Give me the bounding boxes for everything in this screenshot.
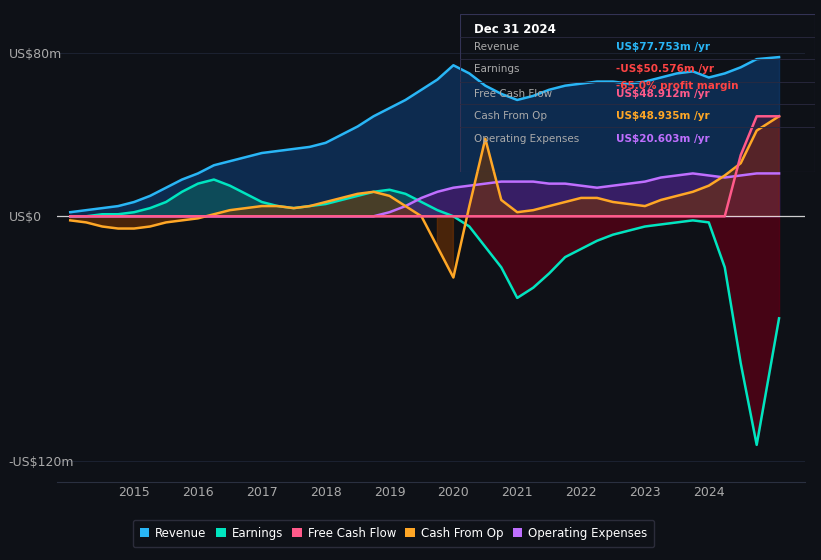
Text: Operating Expenses: Operating Expenses	[475, 134, 580, 144]
Text: -US$50.576m /yr: -US$50.576m /yr	[617, 63, 714, 73]
Text: -65.0% profit margin: -65.0% profit margin	[617, 81, 739, 91]
Text: Cash From Op: Cash From Op	[475, 111, 548, 121]
Text: US$48.912m /yr: US$48.912m /yr	[617, 89, 710, 99]
Text: US$77.753m /yr: US$77.753m /yr	[617, 42, 710, 52]
Legend: Revenue, Earnings, Free Cash Flow, Cash From Op, Operating Expenses: Revenue, Earnings, Free Cash Flow, Cash …	[133, 520, 654, 547]
Text: US$48.935m /yr: US$48.935m /yr	[617, 111, 710, 121]
Text: Dec 31 2024: Dec 31 2024	[475, 24, 556, 36]
Text: Earnings: Earnings	[475, 63, 520, 73]
Text: Free Cash Flow: Free Cash Flow	[475, 89, 553, 99]
Text: Revenue: Revenue	[475, 42, 520, 52]
Text: US$20.603m /yr: US$20.603m /yr	[617, 134, 710, 144]
